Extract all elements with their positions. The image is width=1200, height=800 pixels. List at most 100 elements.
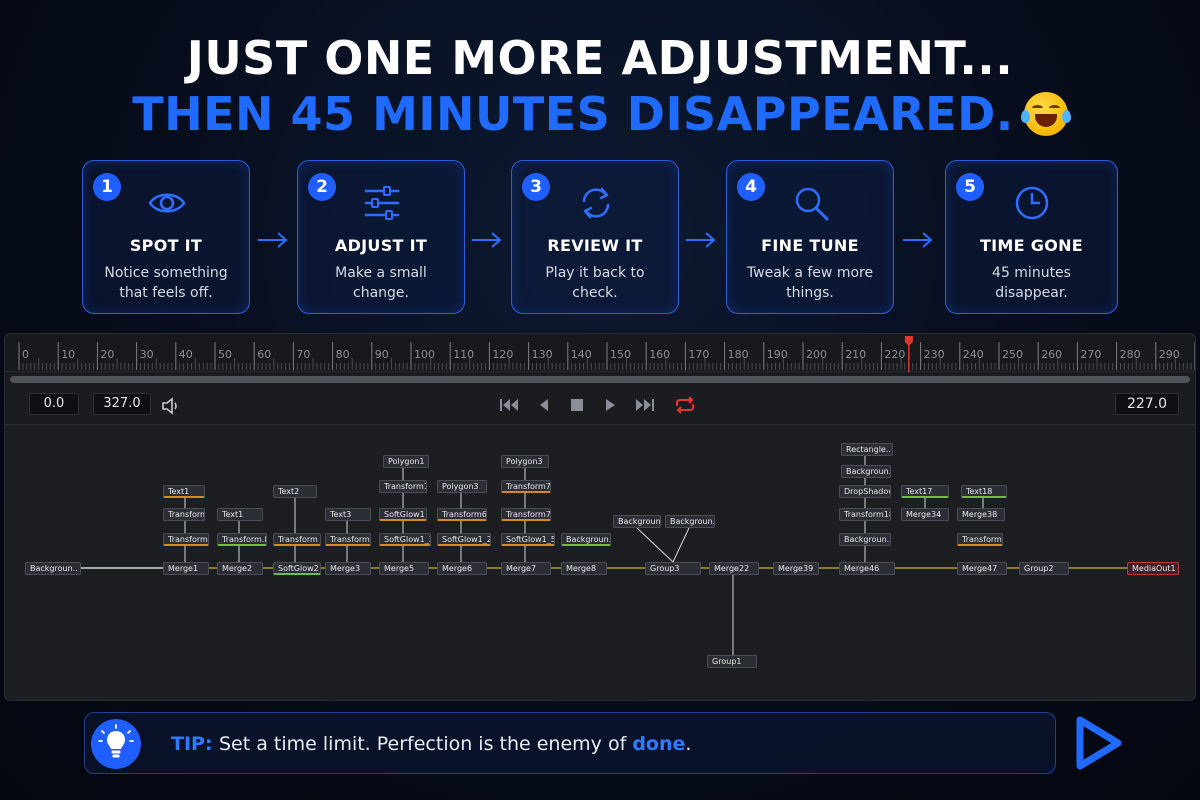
ruler-tick-label: 100 xyxy=(414,348,435,361)
graph-node[interactable]: SoftGlow1_3 xyxy=(379,533,431,546)
graph-node[interactable]: Transform18 xyxy=(839,508,891,521)
graph-node[interactable]: Rectangle.. xyxy=(841,443,893,456)
step-card-time-gone: 5 TIME GONE 45 minutes disappear. xyxy=(945,160,1118,314)
graph-node[interactable]: Merge5 xyxy=(379,562,429,575)
graph-node[interactable]: Text3 xyxy=(325,508,371,521)
ruler-tick-label: 160 xyxy=(649,348,670,361)
step-back-icon[interactable] xyxy=(537,398,551,412)
headline-line-2-text: THEN 45 MINUTES DISAPPEARED. xyxy=(132,87,1014,141)
graph-node[interactable]: Text1 xyxy=(217,508,263,521)
ruler-tick-label: 210 xyxy=(845,348,866,361)
graph-node[interactable]: Transform.8 xyxy=(217,533,267,546)
graph-node[interactable]: Backgroun.. xyxy=(561,533,611,546)
graph-node[interactable]: Merge2 xyxy=(217,562,263,575)
graph-node[interactable]: Polygon3 xyxy=(437,480,487,493)
step-description: Make a small change. xyxy=(335,265,427,301)
eye-icon xyxy=(148,193,186,213)
render-start-field[interactable]: 0.0 xyxy=(29,393,79,415)
graph-node[interactable]: Merge22 xyxy=(709,562,759,575)
graph-node[interactable]: MediaOut1 xyxy=(1127,562,1179,575)
graph-node[interactable]: Transform7 xyxy=(501,508,551,521)
graph-node[interactable]: Merge6 xyxy=(437,562,487,575)
ruler-tick-label: 230 xyxy=(924,348,945,361)
graph-node[interactable]: Merge1 xyxy=(163,562,209,575)
graph-node[interactable]: SoftGlow1_5 xyxy=(501,533,555,546)
ruler-ticks: 0 10 20 30 40 50 60 70 80 90 100 110 120 130 140 150 160… xyxy=(18,336,1195,372)
graph-node[interactable]: Transform1 xyxy=(379,480,427,493)
current-time-field[interactable]: 227.0 xyxy=(1115,393,1179,415)
headline-line-1: JUST ONE MORE ADJUSTMENT... xyxy=(186,31,1014,85)
pipe-segment xyxy=(636,527,674,563)
graph-node[interactable]: Backgroun17 xyxy=(613,515,661,528)
graph-node[interactable]: Transform.. xyxy=(957,533,1003,546)
graph-node[interactable]: Backgroun.. xyxy=(841,465,891,478)
ruler-tick-label: 60 xyxy=(257,348,271,361)
graph-node[interactable]: SoftGlow1 xyxy=(379,508,427,521)
graph-node[interactable]: Polygon1 xyxy=(383,455,429,468)
graph-node[interactable]: Transform xyxy=(273,533,321,546)
graph-node[interactable]: SoftGlow1_2 xyxy=(437,533,491,546)
graph-node[interactable]: DropShadow xyxy=(839,485,891,498)
node-graph[interactable]: Backgroun.. Text1 Transform Transform Merge1… xyxy=(5,424,1195,700)
steps-row: 1 SPOT IT Notice something that feels of… xyxy=(82,160,1118,314)
tip-text-main: Set a time limit. Perfection is the enem… xyxy=(219,733,633,755)
stop-icon[interactable] xyxy=(570,398,584,412)
step-number-badge: 5 xyxy=(956,173,984,201)
tip-bar: TIP: Set a time limit. Perfection is the… xyxy=(84,712,1056,774)
graph-node[interactable]: Merge47 xyxy=(957,562,1007,575)
graph-node[interactable]: Merge7 xyxy=(501,562,551,575)
step-number-badge: 1 xyxy=(93,173,121,201)
playhead-handle[interactable] xyxy=(904,336,913,346)
graph-node[interactable]: Transform xyxy=(163,533,209,546)
graph-node[interactable]: SoftGlow2 xyxy=(273,562,321,575)
timeline-ruler[interactable]: 0 10 20 30 40 50 60 70 80 90 100 110 120 130 140 150 160… xyxy=(5,334,1195,372)
headline-line-2: THEN 45 MINUTES DISAPPEARED. xyxy=(0,86,1200,142)
arrow-right-icon xyxy=(472,232,502,248)
render-end-field[interactable]: 327.0 xyxy=(93,393,151,415)
step-number-badge: 3 xyxy=(522,173,550,201)
graph-node[interactable]: Merge34 xyxy=(901,508,949,521)
step-number-badge: 4 xyxy=(737,173,765,201)
graph-node[interactable]: Transform.8 xyxy=(325,533,371,546)
step-title: FINE TUNE xyxy=(761,236,859,255)
graph-node[interactable]: Group2 xyxy=(1019,562,1069,575)
graph-node[interactable]: Backgroun.. xyxy=(839,533,891,546)
graph-node[interactable]: Backgroun.. xyxy=(25,562,81,575)
graph-node[interactable]: Merge46 xyxy=(839,562,895,575)
tip-text-end: . xyxy=(685,733,692,755)
loop-icon[interactable] xyxy=(673,396,697,414)
timeline-scrollbar[interactable] xyxy=(10,376,1190,383)
graph-node[interactable]: Backgroun.. xyxy=(665,515,715,528)
tip-text: Set a time limit. Perfection is the enem… xyxy=(219,733,691,755)
graph-node[interactable]: Transform6 xyxy=(437,508,487,521)
graph-node[interactable]: Text17 xyxy=(901,485,949,498)
graph-node[interactable]: Merge8 xyxy=(561,562,607,575)
ruler-tick-label: 170 xyxy=(688,348,709,361)
graph-node[interactable]: Transform xyxy=(163,508,205,521)
play-icon[interactable] xyxy=(603,398,617,412)
ruler-tick-label: 40 xyxy=(179,348,193,361)
step-description: Play it back to check. xyxy=(545,265,645,301)
graph-node[interactable]: Merge38 xyxy=(957,508,1005,521)
ruler-tick-label: 20 xyxy=(100,348,114,361)
ruler-tick-label: 200 xyxy=(806,348,827,361)
step-number-badge: 2 xyxy=(308,173,336,201)
skip-to-start-icon[interactable] xyxy=(499,398,521,412)
step-title: SPOT IT xyxy=(129,236,203,255)
ruler-tick-label: 0 xyxy=(22,348,29,361)
ruler-tick-label: 250 xyxy=(1002,348,1023,361)
skip-to-end-icon[interactable] xyxy=(633,398,655,412)
ruler-tick-label: 130 xyxy=(532,348,553,361)
graph-node[interactable]: Group1 xyxy=(707,655,757,668)
graph-node[interactable]: Text1 xyxy=(163,485,205,498)
graph-node[interactable]: Merge39 xyxy=(773,562,819,575)
speaker-icon[interactable] xyxy=(161,397,181,415)
graph-node[interactable]: Group3 xyxy=(645,562,701,575)
graph-node[interactable]: Merge3 xyxy=(325,562,371,575)
graph-node[interactable]: Polygon3 xyxy=(501,455,549,468)
ruler-tick-label: 140 xyxy=(571,348,592,361)
graph-node[interactable]: Text2 xyxy=(273,485,317,498)
graph-node[interactable]: Transform7 xyxy=(501,480,551,493)
arrow-right-icon xyxy=(686,232,716,248)
graph-node[interactable]: Text18 xyxy=(961,485,1007,498)
